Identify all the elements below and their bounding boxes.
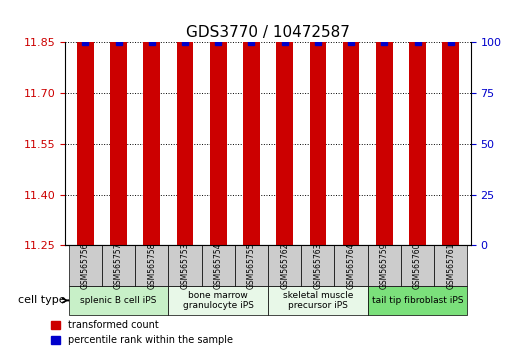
Text: GSM565756: GSM565756 [81, 242, 90, 289]
Bar [143, 0, 160, 245]
FancyBboxPatch shape [434, 245, 468, 286]
FancyBboxPatch shape [301, 245, 335, 286]
FancyBboxPatch shape [401, 245, 434, 286]
Text: GSM565757: GSM565757 [114, 242, 123, 289]
Text: GSM565754: GSM565754 [214, 242, 223, 289]
Text: splenic B cell iPS: splenic B cell iPS [81, 296, 157, 305]
FancyBboxPatch shape [135, 245, 168, 286]
Bar [343, 0, 359, 245]
Bar [77, 0, 94, 245]
FancyBboxPatch shape [201, 245, 235, 286]
Text: GSM565753: GSM565753 [180, 242, 189, 289]
Bar [110, 0, 127, 245]
Bar [276, 0, 293, 245]
Text: tail tip fibroblast iPS: tail tip fibroblast iPS [372, 296, 463, 305]
FancyBboxPatch shape [268, 245, 301, 286]
Bar [376, 0, 393, 245]
Text: GSM565763: GSM565763 [313, 242, 322, 289]
Text: GSM565760: GSM565760 [413, 242, 422, 289]
Bar [177, 0, 194, 245]
Title: GDS3770 / 10472587: GDS3770 / 10472587 [186, 25, 350, 40]
Text: GSM565762: GSM565762 [280, 242, 289, 289]
FancyBboxPatch shape [69, 245, 102, 286]
FancyBboxPatch shape [69, 286, 168, 315]
FancyBboxPatch shape [235, 245, 268, 286]
Text: cell type: cell type [18, 296, 68, 306]
Bar [442, 0, 459, 245]
Bar [243, 0, 260, 245]
FancyBboxPatch shape [168, 245, 201, 286]
FancyBboxPatch shape [102, 245, 135, 286]
Text: GSM565758: GSM565758 [147, 242, 156, 289]
Text: GSM565764: GSM565764 [347, 242, 356, 289]
Bar [409, 0, 426, 245]
FancyBboxPatch shape [368, 245, 401, 286]
FancyBboxPatch shape [168, 286, 268, 315]
FancyBboxPatch shape [335, 245, 368, 286]
Text: GSM565761: GSM565761 [446, 242, 455, 289]
Text: bone marrow
granulocyte iPS: bone marrow granulocyte iPS [183, 291, 254, 310]
Text: GSM565759: GSM565759 [380, 242, 389, 289]
Text: skeletal muscle
precursor iPS: skeletal muscle precursor iPS [283, 291, 353, 310]
Legend: transformed count, percentile rank within the sample: transformed count, percentile rank withi… [47, 316, 237, 349]
Bar [310, 0, 326, 245]
Text: GSM565755: GSM565755 [247, 242, 256, 289]
FancyBboxPatch shape [268, 286, 368, 315]
Bar [210, 0, 226, 245]
FancyBboxPatch shape [368, 286, 468, 315]
